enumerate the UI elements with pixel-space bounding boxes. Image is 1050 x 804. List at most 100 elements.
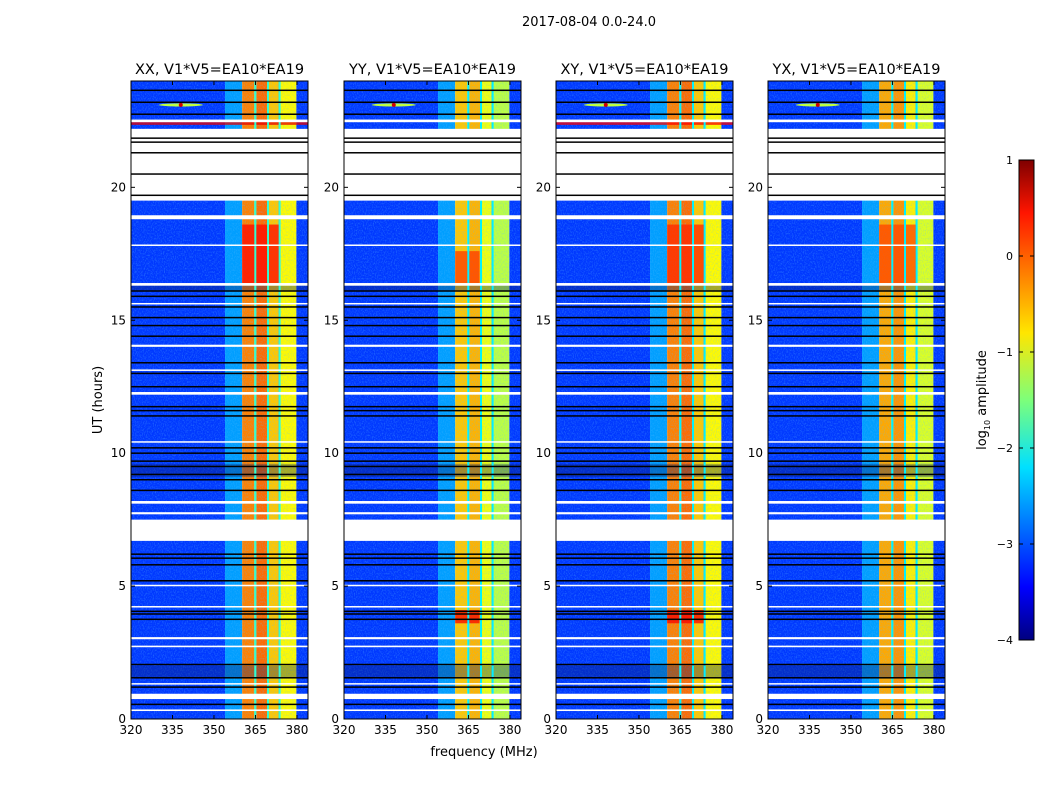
- colorbar-tick-label: −4: [997, 634, 1013, 647]
- heatmap: [344, 81, 521, 719]
- flag-boundary-line: [344, 703, 521, 706]
- flag-boundary-line: [556, 452, 733, 454]
- flagged-row: [131, 584, 308, 587]
- x-tick-label: 380: [922, 723, 945, 737]
- flag-boundary-line: [556, 141, 733, 143]
- flagged-row: [344, 283, 521, 286]
- band-gap: [679, 81, 682, 719]
- flag-boundary-line: [344, 113, 521, 115]
- flag-boundary-line: [768, 101, 945, 104]
- flag-boundary-line: [344, 613, 521, 615]
- dark-row: [344, 285, 521, 292]
- dark-row: [768, 285, 945, 292]
- flag-boundary-line: [344, 290, 521, 292]
- band-gap: [267, 81, 270, 719]
- y-tick-label: 0: [755, 712, 763, 726]
- flag-boundary-line: [131, 447, 308, 449]
- flagged-row: [344, 302, 521, 305]
- flagged-row: [344, 709, 521, 712]
- y-tick-label: 20: [748, 180, 763, 194]
- flag-boundary-line: [344, 295, 521, 298]
- flagged-row: [768, 283, 945, 286]
- flag-boundary-line: [768, 564, 945, 566]
- flag-boundary-line: [768, 290, 945, 292]
- colorbar-tick-label: −1: [997, 346, 1013, 359]
- x-tick-label: 365: [244, 723, 267, 737]
- flag-boundary-line: [768, 618, 945, 621]
- y-tick-label: 5: [118, 579, 126, 593]
- dark-row: [556, 665, 733, 678]
- hot-patch: [667, 224, 706, 284]
- flag-boundary-line: [131, 553, 308, 555]
- y-tick-label: 20: [536, 180, 551, 194]
- flag-boundary-line: [131, 324, 308, 327]
- y-tick-label: 5: [755, 579, 763, 593]
- flagged-row: [768, 709, 945, 712]
- y-tick-label: 10: [324, 446, 339, 460]
- flag-boundary-line: [556, 89, 733, 92]
- flag-boundary-line: [131, 316, 308, 319]
- panel-title: XX, V1*V5=EA10*EA19: [135, 62, 304, 78]
- flag-boundary-line: [344, 385, 521, 388]
- flag-boundary-line: [768, 173, 945, 175]
- flag-boundary-line: [556, 479, 733, 481]
- flag-boundary-line: [344, 324, 521, 327]
- flagged-row: [131, 119, 308, 123]
- flag-boundary-line: [768, 613, 945, 615]
- flag-boundary-line: [768, 677, 945, 679]
- dark-row: [768, 665, 945, 678]
- flagged-row: [556, 606, 733, 608]
- heatmap: [556, 81, 733, 719]
- y-tick-label: 10: [748, 446, 763, 460]
- axes-frame: [343, 80, 522, 720]
- flag-boundary-line: [768, 415, 945, 417]
- axes-frame: [767, 80, 946, 720]
- flagged-row: [556, 519, 733, 541]
- flagged-row: [344, 128, 521, 201]
- x-axis-label: frequency (MHz): [430, 745, 537, 760]
- x-tick-label: 365: [881, 723, 904, 737]
- x-tick-label: 335: [798, 723, 821, 737]
- flag-boundary-line: [344, 306, 521, 308]
- flag-boundary-line: [344, 473, 521, 476]
- band-gap: [915, 81, 918, 719]
- flagged-row: [131, 512, 308, 515]
- flagged-row: [131, 392, 308, 395]
- y-tick-label: 15: [748, 313, 763, 327]
- flag-boundary-line: [131, 409, 308, 412]
- heatmap: [768, 81, 945, 719]
- panel-title: XY, V1*V5=EA10*EA19: [560, 62, 728, 78]
- x-tick-label: 350: [203, 723, 226, 737]
- flagged-row: [768, 302, 945, 305]
- flag-boundary-line: [556, 290, 733, 292]
- flag-boundary-line: [131, 295, 308, 298]
- flag-boundary-line: [344, 137, 521, 139]
- flag-boundary-line: [768, 553, 945, 555]
- flag-boundary-line: [344, 677, 521, 679]
- colorbar-tick-label: −3: [997, 538, 1013, 551]
- flag-boundary-line: [131, 173, 308, 175]
- band-gap: [278, 81, 281, 719]
- flag-boundary-line: [344, 460, 521, 462]
- flag-boundary-line: [768, 409, 945, 412]
- flag-boundary-line: [556, 473, 733, 476]
- flagged-row: [768, 637, 945, 640]
- flag-boundary-line: [768, 137, 945, 139]
- flagged-row: [768, 584, 945, 587]
- flag-boundary-line: [131, 415, 308, 417]
- flag-boundary-line: [768, 152, 945, 154]
- flag-boundary-line: [768, 557, 945, 559]
- flag-boundary-line: [556, 663, 733, 666]
- band-gap: [692, 81, 695, 719]
- flag-boundary-line: [344, 618, 521, 621]
- flag-boundary-line: [556, 447, 733, 449]
- flag-boundary-line: [556, 557, 733, 559]
- flagged-row: [131, 128, 308, 201]
- flagged-row: [556, 344, 733, 347]
- flag-boundary-line: [131, 686, 308, 688]
- flagged-row: [556, 693, 733, 700]
- flagged-row: [768, 215, 945, 220]
- colorbar-tick-label: −2: [997, 442, 1013, 455]
- flagged-row: [556, 283, 733, 286]
- hot-patch: [556, 120, 733, 125]
